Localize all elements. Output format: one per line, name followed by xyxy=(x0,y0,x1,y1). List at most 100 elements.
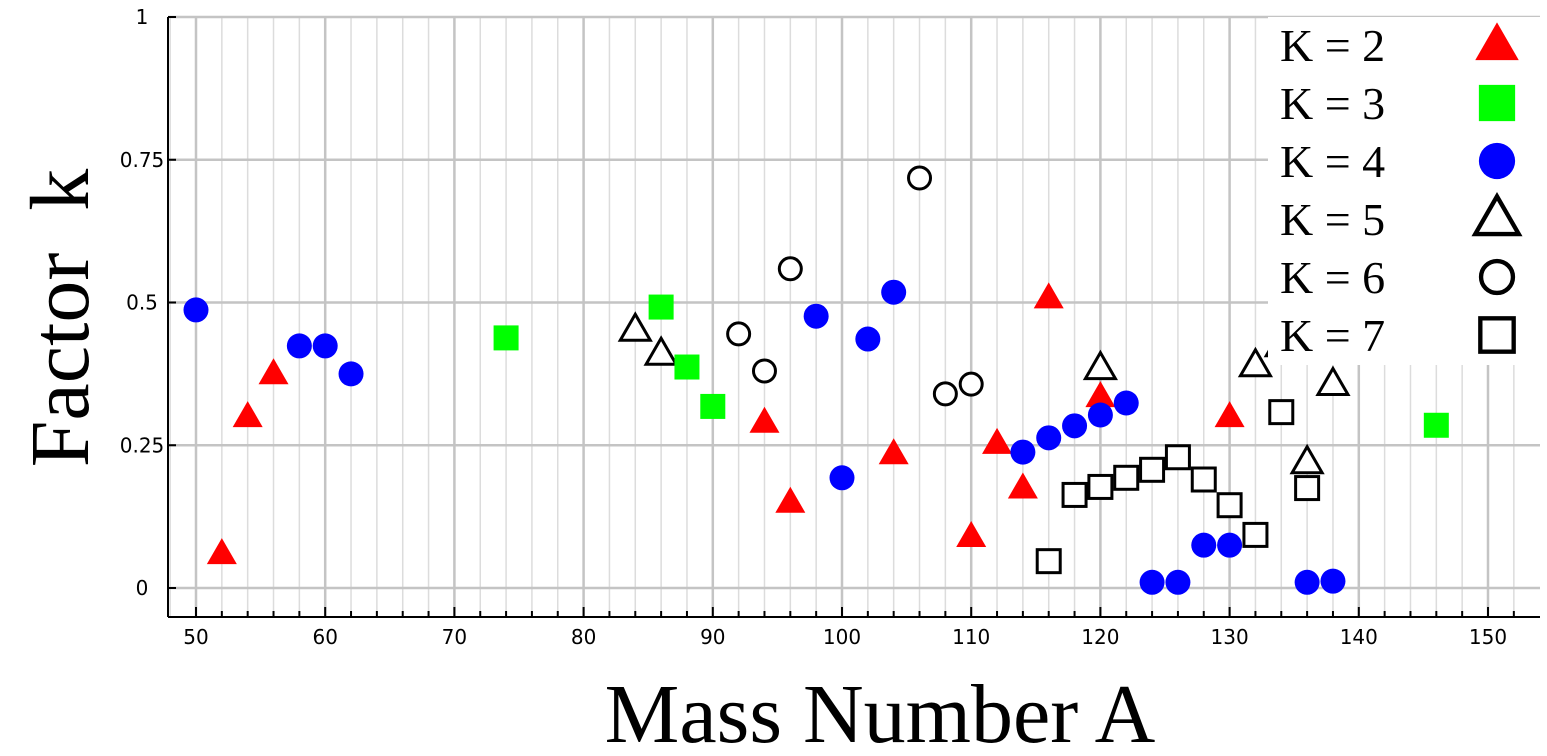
x-tick-label: 140 xyxy=(1340,625,1378,649)
data-point xyxy=(1010,439,1036,465)
data-point xyxy=(1320,568,1346,594)
data-point xyxy=(648,294,674,320)
data-point xyxy=(749,406,780,433)
data-point xyxy=(338,361,364,387)
legend-marker xyxy=(1478,84,1516,122)
legend-background xyxy=(1268,17,1540,365)
y-axis-label: Factor k xyxy=(14,169,107,468)
data-point xyxy=(1139,569,1165,595)
grid xyxy=(168,15,1540,617)
data-point xyxy=(1216,492,1243,519)
x-axis-label: Mass Number A xyxy=(605,668,1156,756)
data-point xyxy=(1035,548,1062,575)
data-point xyxy=(1164,444,1191,471)
y-tick-label: 1 xyxy=(136,5,149,29)
data-point xyxy=(232,401,263,428)
x-tick-label: 150 xyxy=(1469,625,1507,649)
legend-label: K = 4 xyxy=(1280,136,1385,187)
data-point xyxy=(1113,390,1139,416)
data-point xyxy=(803,303,829,329)
series-k4 xyxy=(183,279,1346,595)
data-point xyxy=(1062,413,1088,439)
data-point xyxy=(1085,381,1116,408)
data-point xyxy=(183,297,209,323)
series-k7 xyxy=(1035,399,1321,575)
x-tick-label: 100 xyxy=(823,625,861,649)
data-point xyxy=(777,256,803,282)
data-point xyxy=(1139,456,1166,483)
legend: K = 2 K = 3 K = 4 K = 5 K = 6 K = 7 xyxy=(1268,17,1540,365)
data-point xyxy=(1294,569,1320,595)
data-point xyxy=(1214,401,1245,428)
legend-marker xyxy=(1478,258,1516,296)
data-point xyxy=(982,427,1013,454)
x-tick-label: 70 xyxy=(442,625,467,649)
data-point xyxy=(674,354,700,380)
data-point xyxy=(956,521,987,548)
y-tick-label: 0.25 xyxy=(120,433,165,457)
data-point xyxy=(258,358,289,385)
data-point xyxy=(1007,472,1038,499)
data-point xyxy=(1165,569,1191,595)
data-point xyxy=(312,333,338,359)
data-point xyxy=(1061,481,1088,508)
data-point xyxy=(1237,346,1274,378)
data-point xyxy=(932,381,958,407)
data-point xyxy=(643,335,679,366)
x-tick-label: 80 xyxy=(571,625,596,649)
data-point xyxy=(1289,443,1325,475)
series-k2 xyxy=(206,282,1245,565)
legend-marker xyxy=(1478,316,1516,354)
data-point xyxy=(881,279,907,305)
legend-marker xyxy=(1478,142,1516,180)
legend-marker xyxy=(1471,192,1523,237)
data-point xyxy=(493,325,519,351)
x-tick-label: 60 xyxy=(312,625,337,649)
data-point xyxy=(958,371,984,397)
y-tick-label: 0 xyxy=(136,576,149,600)
legend-label: K = 5 xyxy=(1280,194,1385,245)
x-tick-label: 90 xyxy=(700,625,725,649)
data-point xyxy=(1268,399,1295,426)
data-point xyxy=(1217,532,1243,558)
data-point xyxy=(1033,282,1064,309)
y-tick-label: 0.75 xyxy=(120,148,165,172)
data-point xyxy=(775,486,806,513)
legend-marker xyxy=(1475,22,1519,61)
legend-label: K = 7 xyxy=(1280,310,1385,361)
data-point xyxy=(878,438,909,465)
data-point xyxy=(1294,475,1321,502)
data-marks xyxy=(183,165,1449,595)
data-point xyxy=(1315,365,1351,397)
data-point xyxy=(286,333,312,359)
legend-label: K = 2 xyxy=(1280,20,1385,71)
legend-label: K = 6 xyxy=(1280,252,1385,303)
x-tick-label: 130 xyxy=(1211,625,1249,649)
data-point xyxy=(1087,402,1113,428)
series-k3 xyxy=(493,294,1449,438)
data-point xyxy=(1087,473,1114,500)
data-point xyxy=(1036,425,1062,451)
axes: 50 60 70 80 90 100 110 120 130 140 150 0 0.25 0.5 0.75… xyxy=(120,5,1540,649)
data-point xyxy=(726,321,752,347)
x-tick-label: 50 xyxy=(183,625,208,649)
series-k5 xyxy=(617,311,1351,475)
data-point xyxy=(1082,349,1118,381)
data-point xyxy=(829,465,855,491)
x-tick-label: 120 xyxy=(1081,625,1119,649)
data-point xyxy=(751,358,777,384)
data-point xyxy=(1423,412,1449,438)
data-point xyxy=(700,393,726,419)
legend-label: K = 3 xyxy=(1280,78,1385,129)
y-tick-label: 0.5 xyxy=(126,291,158,315)
data-point xyxy=(1113,464,1140,491)
data-point xyxy=(1190,466,1217,493)
data-point xyxy=(1191,532,1217,558)
series-k6 xyxy=(726,165,984,407)
data-point xyxy=(206,538,237,565)
data-point xyxy=(617,311,653,342)
data-point xyxy=(1242,521,1269,548)
data-point xyxy=(907,165,933,191)
data-point xyxy=(855,326,881,352)
